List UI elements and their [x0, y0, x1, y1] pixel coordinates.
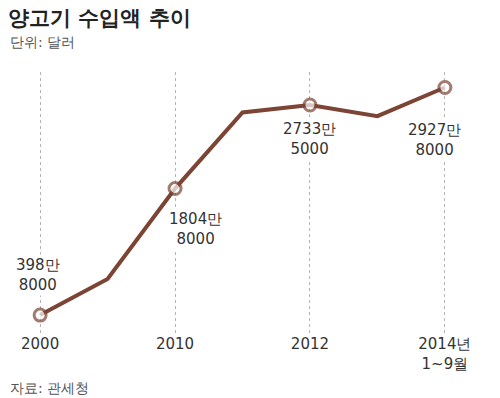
svg-text:2010: 2010 [156, 335, 194, 353]
svg-text:2000: 2000 [21, 335, 59, 353]
svg-text:자료: 관세청: 자료: 관세청 [10, 380, 89, 396]
svg-text:단위: 달러: 단위: 달러 [10, 34, 75, 50]
svg-text:2927만8000: 2927만8000 [408, 121, 461, 159]
svg-text:398만8000: 398만8000 [16, 256, 60, 294]
svg-text:양고기 수입액 추이: 양고기 수입액 추이 [8, 6, 191, 30]
svg-text:2012: 2012 [291, 335, 329, 353]
svg-text:2733만5000: 2733만5000 [283, 120, 336, 158]
svg-text:1804만8000: 1804만8000 [169, 210, 222, 248]
svg-text:2014년1~9월: 2014년1~9월 [418, 335, 471, 373]
